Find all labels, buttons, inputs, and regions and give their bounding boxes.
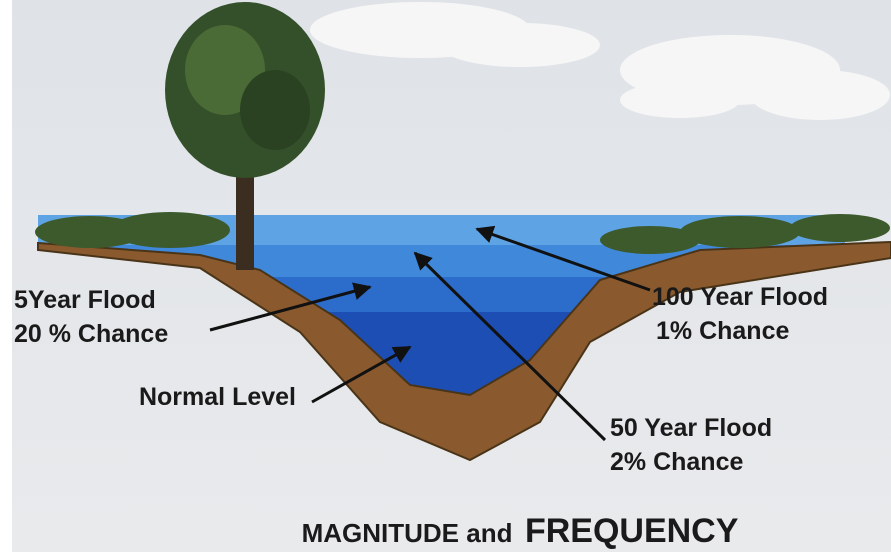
chance-label: 20 % Chance [14, 320, 168, 348]
normal-label: Normal Level [139, 383, 296, 411]
title-emphasis: FREQUENCY [525, 512, 739, 550]
flood-label: 5Year Flood [14, 286, 156, 314]
chance-label: 2% Chance [610, 448, 743, 476]
title-lead: MAGNITUDE and [302, 518, 513, 548]
chance-label: 1% Chance [656, 317, 789, 345]
flood-diagram: 5Year Flood 20 % Chance Normal Level 100… [0, 0, 891, 558]
flood-label: 50 Year Flood [610, 414, 772, 442]
flood-label: 100 Year Flood [652, 283, 828, 311]
